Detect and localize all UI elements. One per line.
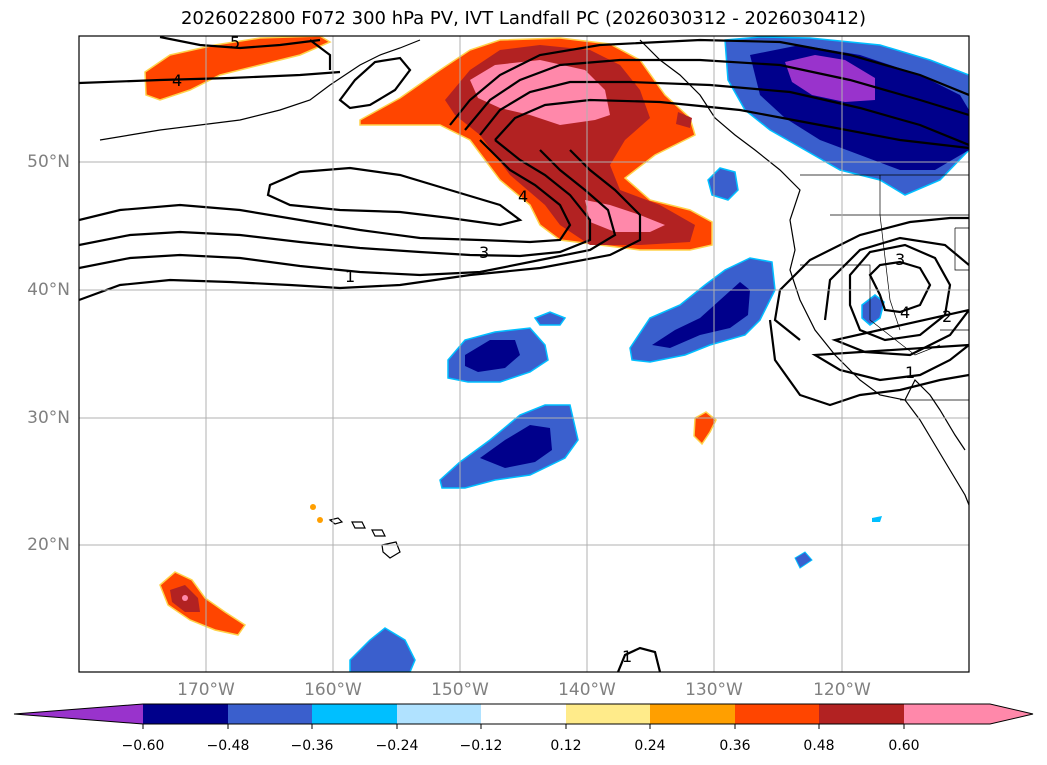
gridlines <box>79 36 969 672</box>
colorbar <box>13 703 1034 729</box>
colorbar-segment <box>228 704 312 724</box>
lon-label-130w: 130°W <box>685 680 743 700</box>
negative-anomaly-speck <box>533 311 567 326</box>
positive-anomaly-gulf-of-alaska <box>359 37 713 251</box>
colorbar-tick-label: 0.48 <box>803 738 835 754</box>
colorbar-tick-label: −0.60 <box>121 738 165 754</box>
colorbar-segment <box>650 704 735 724</box>
colorbar-extend-low <box>14 704 143 724</box>
lon-label-150w: 150°W <box>431 680 489 700</box>
colorbar-tick-label: 0.12 <box>550 738 582 754</box>
colorbar-segment <box>735 704 819 724</box>
colorbar-segment <box>312 704 397 724</box>
negative-speck <box>794 551 813 569</box>
negative-anomaly-central-35n <box>447 327 549 383</box>
contour-label: 4 <box>900 303 910 322</box>
political-borders <box>800 174 969 401</box>
colorbar-tick-label: −0.48 <box>206 738 250 754</box>
lat-label-50n: 50°N <box>27 152 70 172</box>
contour-label: 5 <box>230 33 240 52</box>
contour-label: 1 <box>905 363 915 382</box>
positive-speck <box>317 517 323 523</box>
colorbar-tick-label: −0.12 <box>459 738 503 754</box>
colorbar-tick-label: 0.24 <box>634 738 666 754</box>
contour-labels: 5 4 4 3 1 3 4 2 1 1 <box>172 33 952 666</box>
colorbar-tick-label: 0.60 <box>888 738 920 754</box>
colorbar-segment <box>566 704 650 724</box>
negative-anomaly-central-27n <box>439 404 579 489</box>
positive-anomaly-northwest <box>144 36 332 101</box>
negative-anomaly-south <box>349 627 416 672</box>
colorbar-segment <box>143 704 228 724</box>
contour-label: 1 <box>345 267 355 286</box>
contour-label: 4 <box>518 187 528 206</box>
colorbar-segment <box>819 704 904 724</box>
lon-label-160w: 160°W <box>304 680 362 700</box>
positive-anomaly-subtropical <box>693 411 717 446</box>
positive-speck <box>310 504 316 510</box>
lat-label-20n: 20°N <box>27 535 70 555</box>
negative-anomaly-california-coast <box>861 294 885 326</box>
contour-label: 3 <box>479 243 489 262</box>
negative-speck <box>872 516 882 522</box>
plot-frame <box>78 35 970 673</box>
positive-anomaly-southwest <box>159 571 247 636</box>
contour-label: 3 <box>895 250 905 269</box>
lat-label-30n: 30°N <box>27 408 70 428</box>
pv-contours <box>79 36 969 672</box>
contour-label: 1 <box>622 647 632 666</box>
map-title: 2026022800 F072 300 hPa PV, IVT Landfall… <box>180 8 867 29</box>
lon-label-120w: 120°W <box>813 680 871 700</box>
coastlines <box>99 39 969 559</box>
colorbar-tick-label: −0.24 <box>375 738 419 754</box>
lon-label-170w: 170°W <box>177 680 235 700</box>
colorbar-tick-label: 0.36 <box>719 738 751 754</box>
colorbar-segment <box>481 704 566 724</box>
negative-anomaly-small-north <box>707 167 739 201</box>
contour-label: 2 <box>942 307 952 326</box>
lat-label-40n: 40°N <box>27 280 70 300</box>
colorbar-segment <box>397 704 481 724</box>
lon-label-140w: 140°W <box>558 680 616 700</box>
contour-label: 4 <box>172 71 182 90</box>
colorbar-tick-label: −0.36 <box>290 738 334 754</box>
colorbar-extend-high <box>904 704 1033 724</box>
